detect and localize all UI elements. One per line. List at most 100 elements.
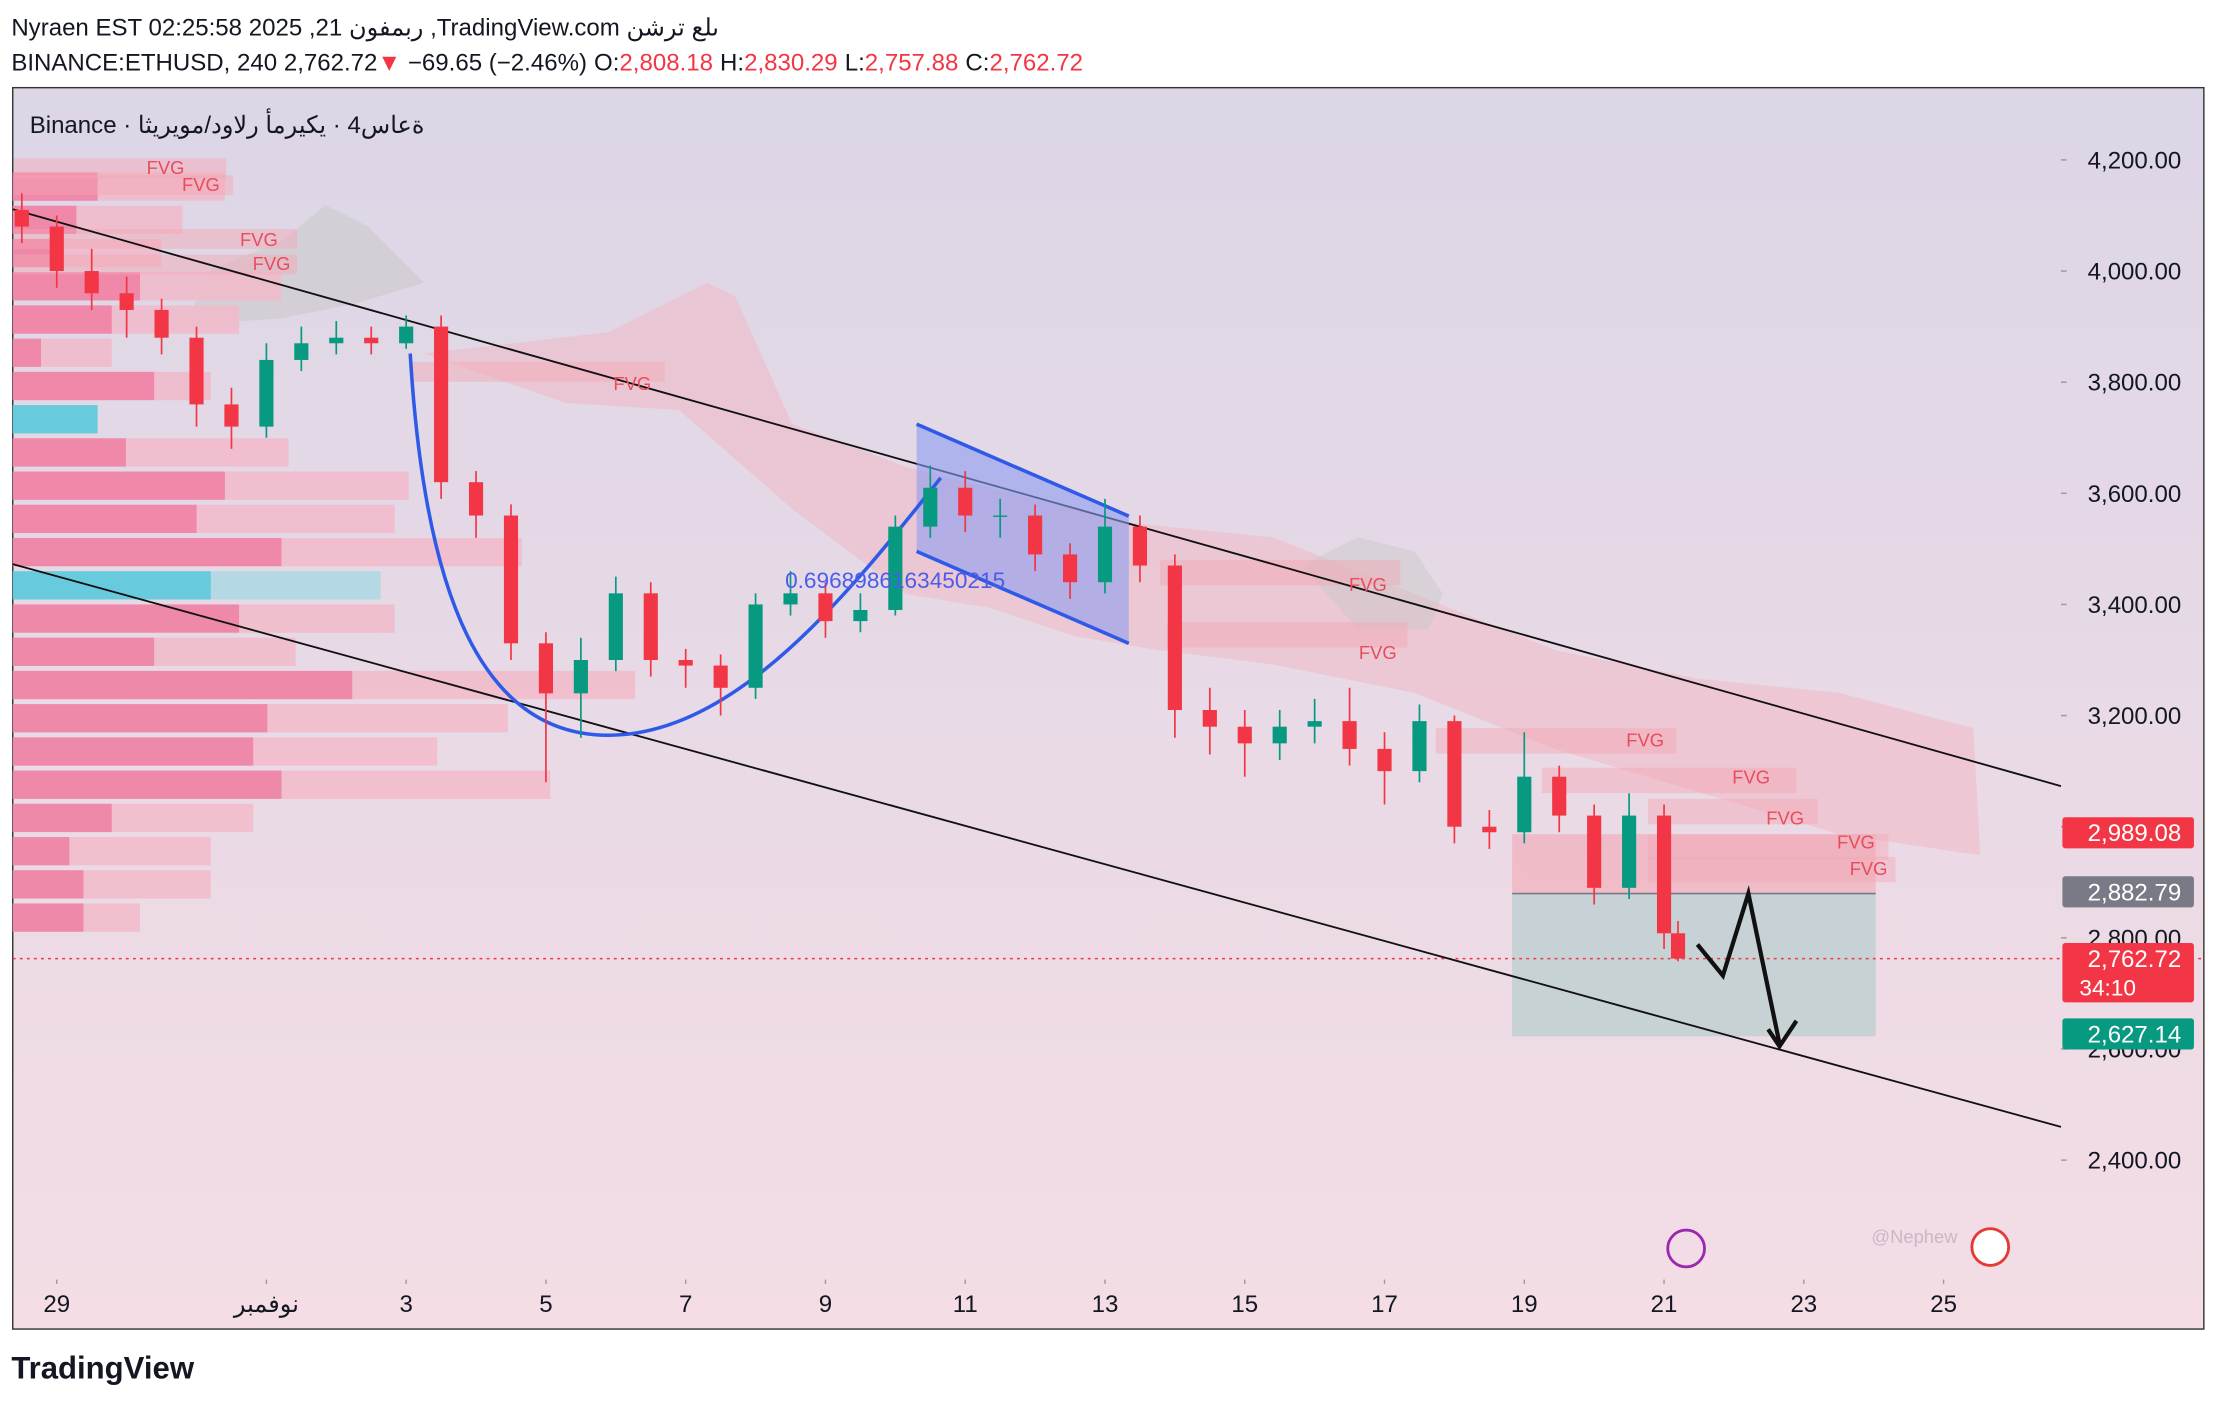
y-tick-label: 3,600.00 <box>2088 481 2182 508</box>
y-tick-label: 4,000.00 <box>2088 259 2182 286</box>
flag-icon[interactable] <box>1970 1227 2011 1267</box>
icon[interactable] <box>1666 1228 1706 1269</box>
candle-body <box>1587 815 1602 888</box>
candle-body <box>224 404 239 427</box>
candle-body <box>364 337 379 344</box>
flag-line <box>915 549 1130 645</box>
fvg-label: FVG <box>1837 831 1875 852</box>
fvg-label: FVG <box>182 174 220 195</box>
fvg-label: FVG <box>1732 766 1770 787</box>
vp-bar <box>12 770 282 799</box>
watermark: @Nephew <box>1871 1226 1958 1247</box>
vp-bar <box>12 172 98 201</box>
candle-body <box>818 593 833 622</box>
fvg-label: FVG <box>1359 642 1397 663</box>
candle-body <box>1028 515 1043 555</box>
candle-body <box>1167 565 1182 711</box>
ohlc-key: H: <box>720 50 744 77</box>
y-tick-label: 2,400.00 <box>2088 1148 2182 1175</box>
vp-bar <box>12 604 240 633</box>
cloud <box>424 282 1981 856</box>
fvg-zone <box>1647 798 1818 825</box>
vp-bar <box>12 737 254 766</box>
target-zone <box>1512 893 1876 1037</box>
vp-bar <box>12 903 84 932</box>
candle-body <box>189 337 204 405</box>
ohlc-key: L: <box>845 50 865 77</box>
candle-body <box>503 515 519 644</box>
candle-body <box>119 293 134 310</box>
vp-bar <box>12 837 70 866</box>
vp-bar <box>12 272 141 301</box>
candle-body <box>154 309 169 338</box>
candle-body <box>1307 721 1322 727</box>
fvg-label: FVG <box>1850 858 1888 879</box>
candle-body <box>748 604 763 688</box>
x-tick-label: 15 <box>1231 1291 1258 1318</box>
x-tick-label: 29 <box>43 1291 70 1318</box>
x-tick-label: نوفمبر <box>233 1291 299 1318</box>
stop-zone <box>1512 834 1876 894</box>
projection-arrow <box>1695 885 1799 1051</box>
x-tick-label: 5 <box>539 1291 552 1318</box>
x-tick-label: 25 <box>1930 1291 1957 1318</box>
candle-body <box>399 326 414 344</box>
vp-bar <box>12 571 211 600</box>
vp-bar <box>12 405 98 434</box>
ohlc-value: 2,808.18 <box>619 50 713 77</box>
arrow: ▼ <box>377 50 401 77</box>
vp-bar <box>12 637 155 666</box>
candle-body <box>1670 933 1686 959</box>
vp-bar <box>12 438 126 467</box>
candle-body <box>1622 815 1637 888</box>
fvg-label: FVG <box>147 157 185 178</box>
countdown: 34:10 <box>2079 975 2136 1000</box>
candle-body <box>573 660 588 694</box>
x-tick-label: 11 <box>953 1291 978 1318</box>
fvg-label: FVG <box>240 229 278 250</box>
vp-bar <box>12 670 353 700</box>
candle-body <box>259 359 274 427</box>
candles <box>14 193 1686 962</box>
candle-body <box>1377 748 1392 772</box>
price-label-box <box>2062 876 2194 908</box>
candle-body <box>1656 815 1672 934</box>
candle-body <box>538 643 554 694</box>
volume-profile <box>12 172 636 932</box>
cloud-gray <box>1301 537 1443 630</box>
price-label: 2,989.08 <box>2088 820 2182 847</box>
candle-body <box>1517 776 1532 833</box>
last: 2,762.72 <box>284 50 378 77</box>
x-tick-label: 13 <box>1092 1291 1119 1318</box>
flag <box>916 424 1129 644</box>
ohlc-key: C: <box>965 50 989 77</box>
vp-bar <box>12 870 84 899</box>
vp-bar <box>12 803 112 833</box>
x-tick-label: 21 <box>1651 1291 1678 1318</box>
vp-bar <box>12 704 268 733</box>
vp-bar <box>12 471 225 500</box>
candle-body <box>1202 710 1217 727</box>
candle-body <box>294 343 309 360</box>
change: −69.65 (−2.46%) <box>408 50 587 77</box>
y-tick-label: 3,400.00 <box>2088 592 2182 619</box>
candle-body <box>1237 726 1252 744</box>
candle-body <box>1342 721 1357 749</box>
fvg-zone <box>1541 767 1797 794</box>
candle-body <box>84 271 99 294</box>
vp-bar <box>12 305 112 334</box>
candle-body <box>783 593 798 605</box>
candle-body <box>993 515 1008 517</box>
y-tick-label: 3,200.00 <box>2088 703 2182 730</box>
fvg-label: FVG <box>253 253 291 274</box>
candle-body <box>888 526 903 610</box>
price-label: 2,627.14 <box>2088 1021 2182 1048</box>
candle-body <box>678 660 693 666</box>
candle-body <box>1097 526 1113 583</box>
candle-body <box>1062 554 1078 583</box>
candle-body <box>958 487 973 516</box>
cup-curve <box>408 353 943 737</box>
y-tick-label: 3,800.00 <box>2088 370 2182 397</box>
x-tick-label: 3 <box>399 1291 412 1318</box>
